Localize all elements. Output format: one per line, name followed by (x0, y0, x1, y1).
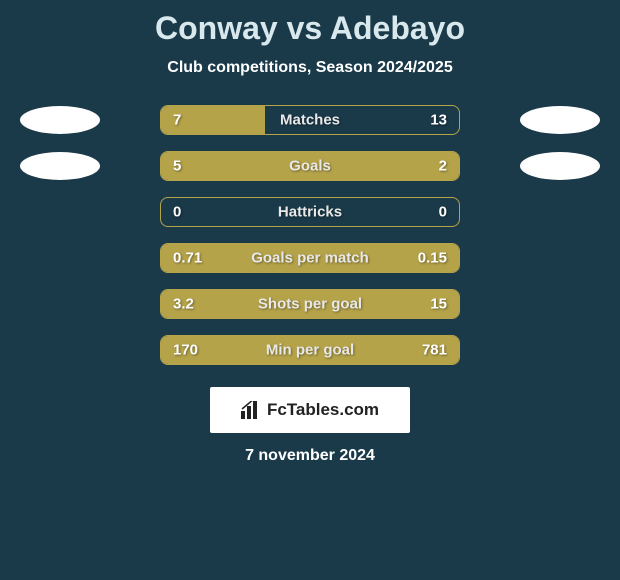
stat-row: 170 781 Min per goal (0, 335, 620, 365)
stat-value-left: 0 (173, 204, 181, 221)
stat-row: 3.2 15 Shots per goal (0, 289, 620, 319)
stat-bar: 0 0 Hattricks (160, 197, 460, 227)
stat-value-left: 0.71 (173, 250, 202, 267)
stat-label: Shots per goal (258, 296, 362, 313)
player1-name: Conway (155, 10, 278, 46)
bar-left-fill (161, 152, 373, 180)
fctables-label: FcTables.com (267, 400, 379, 420)
stat-value-right: 2 (439, 158, 447, 175)
stat-bar: 3.2 15 Shots per goal (160, 289, 460, 319)
stat-bar: 170 781 Min per goal (160, 335, 460, 365)
team-badge-right (520, 106, 600, 134)
stat-value-right: 0.15 (418, 250, 447, 267)
stat-value-left: 5 (173, 158, 181, 175)
stat-label: Goals (289, 158, 331, 175)
stats-container: 7 13 Matches 5 2 Goals 0 0 Hattricks 0.71 0.15 Goal… (0, 105, 620, 365)
vs-label: vs (287, 10, 323, 46)
fctables-badge[interactable]: FcTables.com (210, 387, 410, 433)
stat-value-left: 7 (173, 112, 181, 129)
player2-name: Adebayo (330, 10, 465, 46)
stat-value-right: 0 (439, 204, 447, 221)
stat-value-left: 3.2 (173, 296, 194, 313)
stat-label: Goals per match (251, 250, 369, 267)
subtitle: Club competitions, Season 2024/2025 (0, 59, 620, 77)
chart-icon (241, 401, 261, 419)
team-badge-left (20, 152, 100, 180)
stat-bar: 0.71 0.15 Goals per match (160, 243, 460, 273)
stat-row: 5 2 Goals (0, 151, 620, 181)
stat-row: 0 0 Hattricks (0, 197, 620, 227)
stat-value-right: 781 (422, 342, 447, 359)
stat-value-right: 13 (430, 112, 447, 129)
team-badge-left (20, 106, 100, 134)
stat-value-right: 15 (430, 296, 447, 313)
stat-label: Min per goal (266, 342, 354, 359)
stat-label: Hattricks (278, 204, 342, 221)
stat-row: 7 13 Matches (0, 105, 620, 135)
comparison-title: Conway vs Adebayo (0, 0, 620, 47)
stat-bar: 5 2 Goals (160, 151, 460, 181)
stat-label: Matches (280, 112, 340, 129)
date-label: 7 november 2024 (0, 447, 620, 465)
stat-bar: 7 13 Matches (160, 105, 460, 135)
stat-row: 0.71 0.15 Goals per match (0, 243, 620, 273)
stat-value-left: 170 (173, 342, 198, 359)
team-badge-right (520, 152, 600, 180)
